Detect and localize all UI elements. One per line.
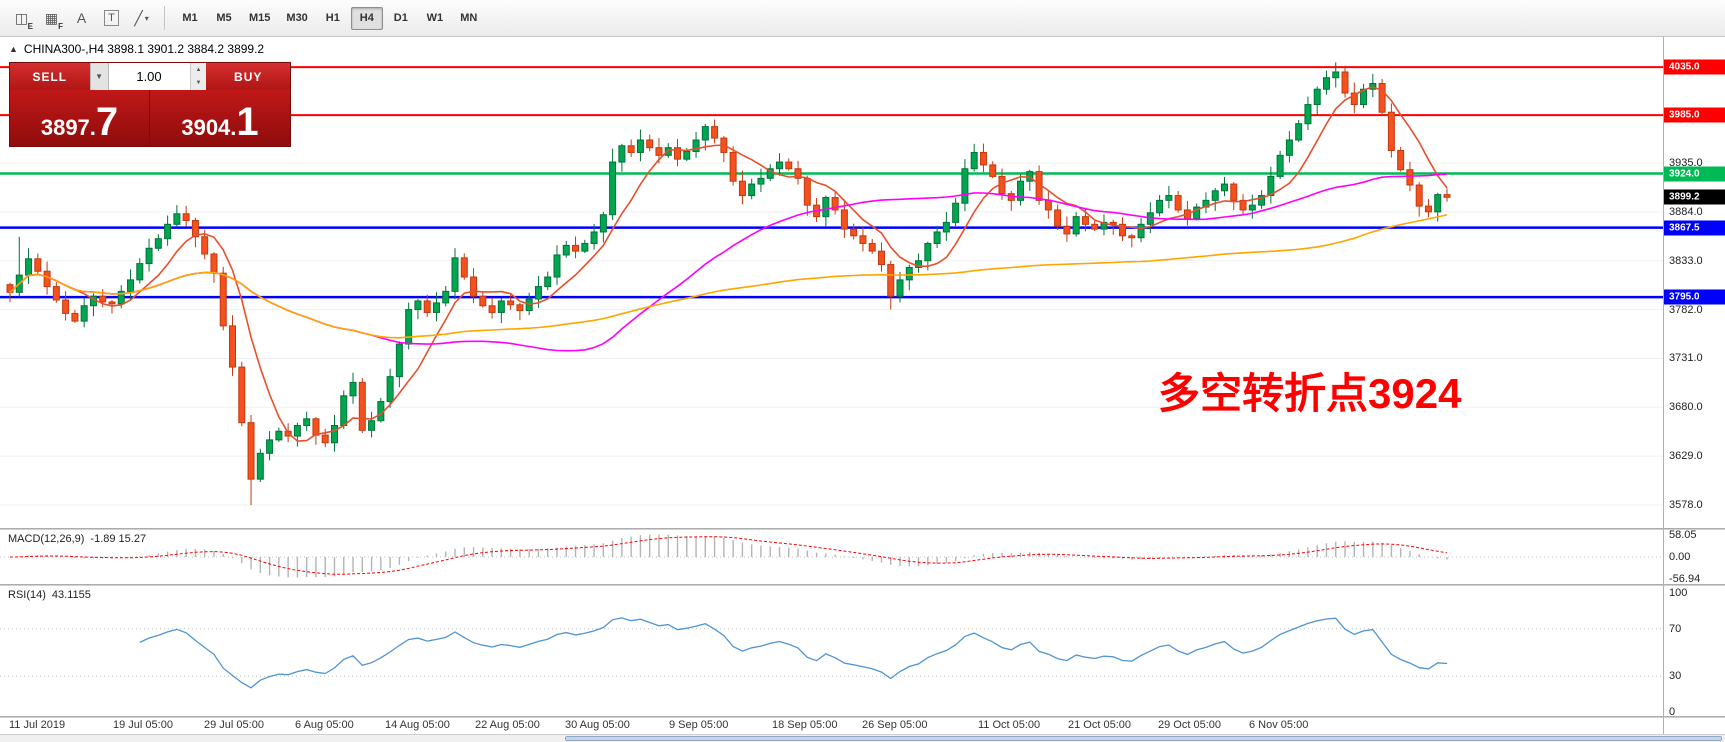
rsi-title: RSI(14) bbox=[8, 589, 46, 601]
rsi-indicator-canvas[interactable] bbox=[0, 586, 1663, 716]
volume-input[interactable] bbox=[107, 63, 190, 90]
timeframe-button-d1[interactable]: D1 bbox=[393, 12, 408, 24]
timeframe-button-m15[interactable]: M15 bbox=[249, 12, 271, 24]
price-tick-label: 3680.0 bbox=[1669, 401, 1703, 414]
panel-separator bbox=[0, 584, 1725, 586]
tool-icon-group: ◫ E ▦ F A T ╱ ▾ bbox=[8, 5, 155, 32]
buy-price-big-digit: 1 bbox=[236, 100, 259, 144]
timeframe-button-m1[interactable]: M1 bbox=[182, 12, 198, 24]
rsi-value: 43.1155 bbox=[51, 589, 91, 601]
date-label: 30 Aug 05:00 bbox=[565, 719, 630, 731]
sell-button[interactable]: SELL bbox=[10, 63, 90, 90]
macd-axis[interactable]: 58.05 0.00 -56.94 bbox=[1664, 529, 1725, 585]
horizontal-scrollbar[interactable] bbox=[0, 734, 1725, 742]
rsi-axis[interactable]: 100 70 30 0 bbox=[1664, 586, 1725, 718]
price-tick-label: 30 bbox=[1669, 670, 1682, 683]
indicator-e-icon[interactable]: ◫ E bbox=[14, 9, 33, 32]
price-level-badge: 3867.5 bbox=[1664, 220, 1725, 236]
date-label: 6 Nov 05:00 bbox=[1249, 719, 1309, 731]
buy-button[interactable]: BUY bbox=[206, 63, 290, 90]
volume-spinner: ▲ ▼ bbox=[189, 63, 207, 90]
sell-price-big-digit: 7 bbox=[95, 100, 119, 144]
price-level-badge: 3985.0 bbox=[1664, 107, 1725, 123]
symbol-header: ▲ CHINA300-,H4 3898.1 3901.2 3884.2 3899… bbox=[9, 42, 264, 56]
date-label: 29 Oct 05:00 bbox=[1158, 719, 1221, 731]
timeframe-button-mn[interactable]: MN bbox=[460, 12, 478, 24]
date-label: 11 Jul 2019 bbox=[9, 719, 66, 731]
macd-values: -1.89 15.27 bbox=[90, 533, 147, 545]
date-label: 19 Jul 05:00 bbox=[113, 719, 173, 731]
scrollbar-thumb[interactable] bbox=[565, 736, 1722, 741]
line-tools-icon[interactable]: ╱ ▾ bbox=[134, 9, 149, 26]
volume-dropdown-button[interactable]: ▼ bbox=[89, 63, 108, 90]
date-label: 29 Jul 05:00 bbox=[204, 719, 264, 731]
timeframe-button-m30[interactable]: M30 bbox=[286, 12, 308, 24]
panel-separator bbox=[0, 716, 1725, 718]
macd-title: MACD(12,26,9) bbox=[8, 533, 85, 545]
price-level-badge: 4035.0 bbox=[1664, 59, 1725, 75]
trade-prices-row: 3897. 7 3904. 1 bbox=[10, 90, 290, 146]
price-tick-label: 58.05 bbox=[1669, 529, 1697, 541]
price-tick-label: 3782.0 bbox=[1669, 303, 1703, 316]
timeframe-button-group: M1 M5 M15 M30 H1 H4 D1 W1 MN bbox=[174, 6, 485, 30]
price-axis[interactable]: 3935.0 3884.0 3833.0 3782.0 3731.0 3680.0 3629… bbox=[1664, 37, 1725, 528]
price-tick-label: 3935.0 bbox=[1669, 156, 1703, 169]
price-tick-label: 0.00 bbox=[1669, 551, 1691, 563]
price-tick-label: 100 bbox=[1669, 587, 1688, 599]
price-tick-label: 3833.0 bbox=[1669, 254, 1703, 267]
date-label: 14 Aug 05:00 bbox=[385, 719, 450, 731]
toolbar: ◫ E ▦ F A T ╱ ▾ M1 M5 M15 M30 H1 H4 D1 W1 MN bbox=[0, 0, 1725, 37]
price-tick-label: 3884.0 bbox=[1669, 205, 1703, 218]
collapse-arrow-icon[interactable]: ▲ bbox=[9, 44, 18, 54]
text-annotation-icon[interactable]: A bbox=[76, 10, 87, 26]
timeframe-button-h1[interactable]: H1 bbox=[325, 12, 340, 24]
price-tick-label: 3629.0 bbox=[1669, 450, 1703, 463]
indicator-f-icon[interactable]: ▦ F bbox=[44, 9, 63, 32]
volume-decrease-button[interactable]: ▼ bbox=[190, 76, 207, 90]
price-tick-label: 0 bbox=[1669, 706, 1676, 718]
buy-price-main: 3904. bbox=[181, 115, 237, 140]
time-axis[interactable]: 11 Jul 2019 19 Jul 05:00 29 Jul 05:00 6 Aug… bbox=[0, 718, 1663, 734]
price-level-badge: 3924.0 bbox=[1664, 166, 1725, 182]
sell-price-main: 3897. bbox=[40, 115, 96, 140]
date-label: 26 Sep 05:00 bbox=[862, 719, 928, 731]
timeframe-button-h4[interactable]: H4 bbox=[350, 6, 383, 30]
trade-controls-row: SELL ▼ ▲ ▼ BUY bbox=[10, 63, 290, 90]
date-label: 21 Oct 05:00 bbox=[1068, 719, 1131, 731]
buy-price-display[interactable]: 3904. 1 bbox=[150, 90, 290, 146]
one-click-trading-panel: SELL ▼ ▲ ▼ BUY 3897. 7 3904. 1 bbox=[9, 62, 291, 147]
price-tick-label: 3578.0 bbox=[1669, 499, 1703, 512]
panel-separator bbox=[0, 528, 1725, 530]
date-label: 22 Aug 05:00 bbox=[475, 719, 540, 731]
sell-price-display[interactable]: 3897. 7 bbox=[10, 90, 150, 146]
price-tick-label: 3731.0 bbox=[1669, 352, 1703, 365]
price-tick-label: -56.94 bbox=[1669, 573, 1701, 585]
date-label: 9 Sep 05:00 bbox=[669, 719, 729, 731]
date-label: 6 Aug 05:00 bbox=[295, 719, 354, 731]
rsi-label: RSI(14) 43.1155 bbox=[8, 589, 91, 601]
symbol-ohlc-text: CHINA300-,H4 3898.1 3901.2 3884.2 3899.2 bbox=[23, 42, 265, 56]
price-level-badge: 3795.0 bbox=[1664, 289, 1725, 305]
axis-divider-line bbox=[1663, 37, 1664, 734]
toolbar-separator bbox=[164, 6, 165, 30]
volume-increase-button[interactable]: ▲ bbox=[190, 63, 207, 77]
macd-indicator-canvas[interactable] bbox=[0, 530, 1663, 584]
price-level-badge: 3899.2 bbox=[1664, 189, 1725, 205]
price-tick-label: 70 bbox=[1669, 622, 1682, 635]
date-label: 11 Oct 05:00 bbox=[978, 719, 1041, 731]
timeframe-button-w1[interactable]: W1 bbox=[426, 12, 444, 24]
timeframe-button-m5[interactable]: M5 bbox=[216, 12, 232, 24]
date-label: 18 Sep 05:00 bbox=[772, 719, 838, 731]
macd-label: MACD(12,26,9) -1.89 15.27 bbox=[8, 533, 146, 545]
chart-annotation-text: 多空转折点3924 bbox=[1158, 370, 1462, 417]
text-label-icon[interactable]: T bbox=[98, 5, 125, 31]
